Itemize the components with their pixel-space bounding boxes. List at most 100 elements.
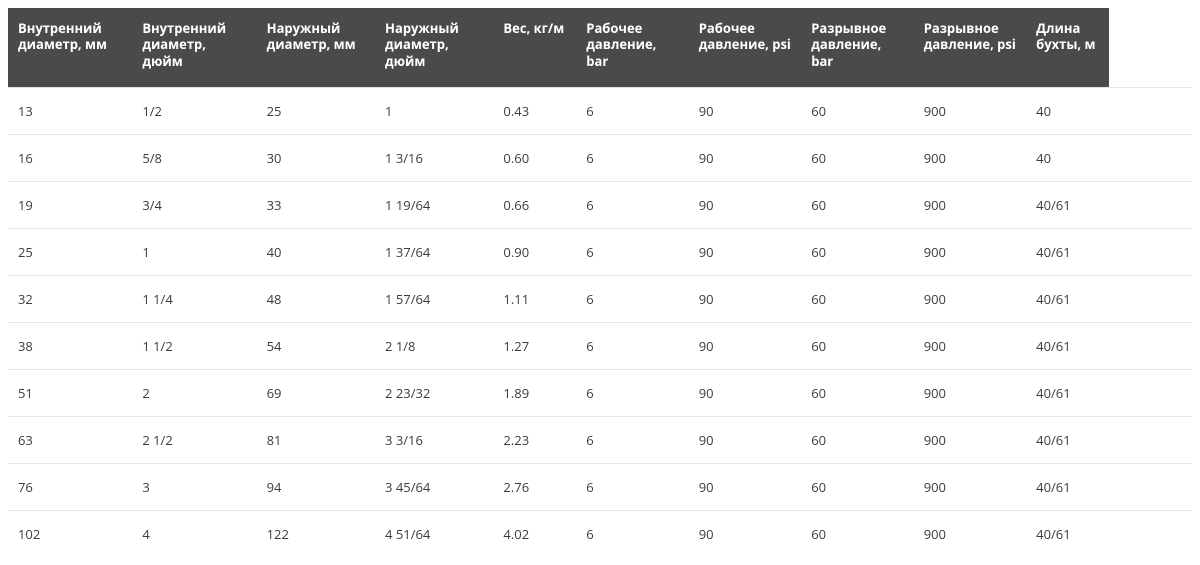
- cell: 60: [801, 322, 913, 369]
- cell: 2: [132, 369, 256, 416]
- cell: 1.11: [493, 275, 576, 322]
- cell: 32: [8, 275, 132, 322]
- table-row: 165/8301 3/160.606906090040: [8, 134, 1192, 181]
- cell: 900: [914, 87, 1026, 134]
- cell: 60: [801, 87, 913, 134]
- table-row: 10241224 51/644.026906090040/61: [8, 510, 1192, 557]
- header-row: Внутренний диаметр, ммВнутренний диаметр…: [8, 8, 1192, 87]
- cell: 900: [914, 416, 1026, 463]
- cell: 76: [8, 463, 132, 510]
- cell: 6: [576, 510, 688, 557]
- cell: 69: [257, 369, 375, 416]
- cell: 90: [689, 322, 801, 369]
- cell: 90: [689, 134, 801, 181]
- col-header-2: Наружный диаметр, мм: [257, 8, 375, 87]
- cell: 1/2: [132, 87, 256, 134]
- cell: 900: [914, 510, 1026, 557]
- spec-table: Внутренний диаметр, ммВнутренний диаметр…: [8, 8, 1192, 557]
- cell: 6: [576, 463, 688, 510]
- cell: 1: [132, 228, 256, 275]
- cell: 40/61: [1026, 228, 1109, 275]
- cell: 6: [576, 369, 688, 416]
- cell: 25: [8, 228, 132, 275]
- cell: 19: [8, 181, 132, 228]
- cell: 40/61: [1026, 463, 1109, 510]
- cell: 16: [8, 134, 132, 181]
- cell: 122: [257, 510, 375, 557]
- cell: 2 1/2: [132, 416, 256, 463]
- cell: 4: [132, 510, 256, 557]
- col-header-3: Наружный диаметр, дюйм: [375, 8, 493, 87]
- cell: 40/61: [1026, 510, 1109, 557]
- cell: 40/61: [1026, 275, 1109, 322]
- cell: 51: [8, 369, 132, 416]
- col-header-5: Рабочее давление, bar: [576, 8, 688, 87]
- cell: 38: [8, 322, 132, 369]
- cell: 5/8: [132, 134, 256, 181]
- cell: 90: [689, 416, 801, 463]
- cell: 1 1/4: [132, 275, 256, 322]
- table-row: 193/4331 19/640.666906090040/61: [8, 181, 1192, 228]
- cell: 6: [576, 134, 688, 181]
- table-head: Внутренний диаметр, ммВнутренний диаметр…: [8, 8, 1192, 87]
- cell: 900: [914, 322, 1026, 369]
- cell: 60: [801, 510, 913, 557]
- cell: 40/61: [1026, 181, 1109, 228]
- table-row: 131/22510.436906090040: [8, 87, 1192, 134]
- cell: 60: [801, 463, 913, 510]
- cell: 900: [914, 134, 1026, 181]
- cell: 63: [8, 416, 132, 463]
- cell: 60: [801, 181, 913, 228]
- cell: 0.90: [493, 228, 576, 275]
- cell: 0.60: [493, 134, 576, 181]
- cell: 40/61: [1026, 322, 1109, 369]
- cell: 1 37/64: [375, 228, 493, 275]
- cell: 81: [257, 416, 375, 463]
- col-header-0: Внутренний диаметр, мм: [8, 8, 132, 87]
- cell: 30: [257, 134, 375, 181]
- col-header-7: Разрывное давление, bar: [801, 8, 913, 87]
- col-header-6: Рабочее давление, psi: [689, 8, 801, 87]
- cell: 1 57/64: [375, 275, 493, 322]
- cell: 4.02: [493, 510, 576, 557]
- cell: 90: [689, 369, 801, 416]
- col-header-8: Разрывное давление, psi: [914, 8, 1026, 87]
- cell: 3 45/64: [375, 463, 493, 510]
- cell: 3 3/16: [375, 416, 493, 463]
- col-header-1: Внутренний диаметр, дюйм: [132, 8, 256, 87]
- cell: 900: [914, 181, 1026, 228]
- cell: 25: [257, 87, 375, 134]
- cell: 90: [689, 463, 801, 510]
- cell: 6: [576, 416, 688, 463]
- cell: 48: [257, 275, 375, 322]
- cell: 0.43: [493, 87, 576, 134]
- cell: 13: [8, 87, 132, 134]
- cell: 1: [375, 87, 493, 134]
- cell: 60: [801, 275, 913, 322]
- cell: 60: [801, 416, 913, 463]
- cell: 900: [914, 275, 1026, 322]
- cell: 2 23/32: [375, 369, 493, 416]
- cell: 40: [1026, 87, 1109, 134]
- cell: 102: [8, 510, 132, 557]
- cell: 6: [576, 322, 688, 369]
- col-header-4: Вес, кг/м: [493, 8, 576, 87]
- cell: 1.27: [493, 322, 576, 369]
- cell: 900: [914, 463, 1026, 510]
- cell: 54: [257, 322, 375, 369]
- cell: 90: [689, 510, 801, 557]
- cell: 40: [1026, 134, 1109, 181]
- table-row: 321 1/4481 57/641.116906090040/61: [8, 275, 1192, 322]
- cell: 1 19/64: [375, 181, 493, 228]
- cell: 90: [689, 87, 801, 134]
- cell: 40/61: [1026, 369, 1109, 416]
- cell: 40/61: [1026, 416, 1109, 463]
- table-row: 763943 45/642.766906090040/61: [8, 463, 1192, 510]
- cell: 3/4: [132, 181, 256, 228]
- cell: 0.66: [493, 181, 576, 228]
- cell: 60: [801, 134, 913, 181]
- table-row: 251401 37/640.906906090040/61: [8, 228, 1192, 275]
- cell: 6: [576, 275, 688, 322]
- cell: 900: [914, 369, 1026, 416]
- col-header-9: Длина бухты, м: [1026, 8, 1109, 87]
